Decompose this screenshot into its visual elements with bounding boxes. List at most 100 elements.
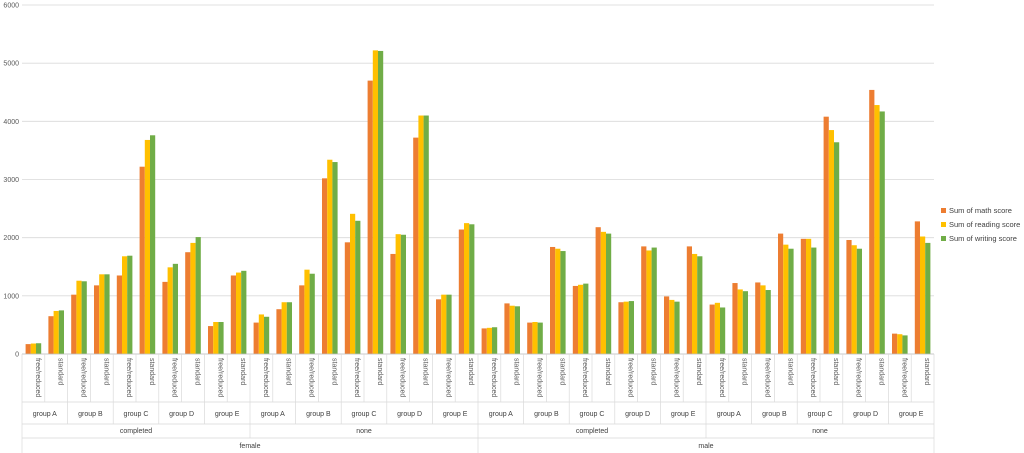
bar bbox=[441, 294, 447, 354]
x-group-label: group D bbox=[853, 411, 878, 418]
bar bbox=[230, 275, 236, 354]
bar bbox=[390, 253, 396, 354]
bar bbox=[190, 242, 196, 354]
bar bbox=[646, 250, 652, 354]
bar bbox=[537, 322, 543, 354]
x-group-label: group D bbox=[169, 411, 194, 418]
x-group-label: group B bbox=[762, 411, 787, 418]
bar bbox=[504, 303, 510, 354]
bar bbox=[76, 280, 82, 354]
x-category-label: free/reduced bbox=[627, 358, 634, 397]
x-category-label: standard bbox=[741, 358, 748, 385]
bar bbox=[641, 246, 647, 354]
bar bbox=[367, 80, 373, 355]
x-group-label: group C bbox=[124, 411, 149, 418]
bar bbox=[879, 111, 885, 354]
bar bbox=[458, 229, 464, 354]
bar bbox=[30, 343, 36, 354]
bar bbox=[783, 244, 789, 354]
x-category-label: free/reduced bbox=[308, 358, 315, 397]
x-group-label: group C bbox=[580, 411, 605, 418]
x-category-label: free/reduced bbox=[262, 358, 269, 397]
bar bbox=[281, 302, 287, 354]
legend-swatch bbox=[941, 208, 946, 213]
bar bbox=[732, 283, 738, 354]
bar bbox=[869, 89, 875, 355]
x-category-label: free/reduced bbox=[764, 358, 771, 397]
y-tick-label: 2000 bbox=[3, 235, 19, 242]
bar bbox=[578, 284, 584, 354]
bar bbox=[36, 343, 42, 354]
bar bbox=[322, 178, 328, 354]
x-category-label: free/reduced bbox=[171, 358, 178, 397]
bar bbox=[195, 237, 201, 354]
bar bbox=[492, 327, 498, 354]
bar bbox=[760, 285, 766, 354]
bar bbox=[218, 322, 224, 354]
x-category-label: free/reduced bbox=[809, 358, 816, 397]
bar bbox=[709, 304, 715, 354]
x-category-label: free/reduced bbox=[80, 358, 87, 397]
x-category-label: free/reduced bbox=[399, 358, 406, 397]
bar bbox=[572, 285, 578, 354]
bar bbox=[144, 139, 150, 354]
x-prep-label: completed bbox=[576, 428, 608, 435]
x-group-label: group A bbox=[261, 411, 285, 418]
bar bbox=[413, 137, 419, 354]
bar bbox=[595, 227, 601, 354]
bar bbox=[418, 115, 424, 355]
x-category-label: standard bbox=[102, 358, 109, 385]
bar bbox=[664, 296, 670, 354]
x-category-label: standard bbox=[695, 358, 702, 385]
bar bbox=[53, 310, 59, 354]
x-group-label: group B bbox=[534, 411, 559, 418]
bar bbox=[446, 294, 452, 354]
bar bbox=[806, 238, 812, 354]
bar bbox=[469, 224, 475, 354]
x-category-label: standard bbox=[376, 358, 383, 385]
bar bbox=[902, 335, 908, 354]
x-category-label: standard bbox=[330, 358, 337, 385]
x-group-label: group E bbox=[899, 411, 924, 418]
x-category-label: standard bbox=[558, 358, 565, 385]
y-tick-label: 6000 bbox=[3, 3, 19, 10]
x-category-label: standard bbox=[513, 358, 520, 385]
bar bbox=[332, 162, 338, 354]
x-category-label: free/reduced bbox=[353, 358, 360, 397]
bar bbox=[606, 233, 612, 354]
legend-swatch bbox=[941, 236, 946, 241]
bar bbox=[25, 344, 31, 354]
y-tick-label: 0 bbox=[15, 352, 19, 359]
bar bbox=[48, 316, 54, 354]
bar bbox=[99, 274, 105, 354]
bar bbox=[692, 253, 698, 354]
x-group-label: group B bbox=[78, 411, 103, 418]
x-group-label: group E bbox=[443, 411, 468, 418]
bar bbox=[185, 252, 191, 354]
x-category-label: standard bbox=[786, 358, 793, 385]
bar bbox=[550, 246, 556, 354]
bar bbox=[742, 291, 748, 354]
bar bbox=[555, 248, 561, 354]
x-category-label: free/reduced bbox=[900, 358, 907, 397]
bar bbox=[834, 142, 840, 354]
bar bbox=[674, 301, 680, 354]
bar bbox=[651, 247, 657, 354]
x-category-label: standard bbox=[832, 358, 839, 385]
bar bbox=[350, 213, 356, 354]
x-category-label: free/reduced bbox=[34, 358, 41, 397]
bar bbox=[304, 269, 310, 354]
x-group-label: group A bbox=[33, 411, 57, 418]
legend-swatch bbox=[941, 222, 946, 227]
x-category-label: standard bbox=[285, 358, 292, 385]
x-category-label: free/reduced bbox=[672, 358, 679, 397]
bar bbox=[81, 281, 87, 354]
bar bbox=[686, 246, 692, 354]
bar bbox=[400, 234, 406, 354]
x-category-label: free/reduced bbox=[536, 358, 543, 397]
legend: Sum of math score Sum of reading score Sum… bbox=[941, 206, 1020, 243]
bar bbox=[856, 248, 862, 354]
x-category-label: standard bbox=[148, 358, 155, 385]
x-category-label: free/reduced bbox=[216, 358, 223, 397]
bar bbox=[139, 166, 145, 354]
